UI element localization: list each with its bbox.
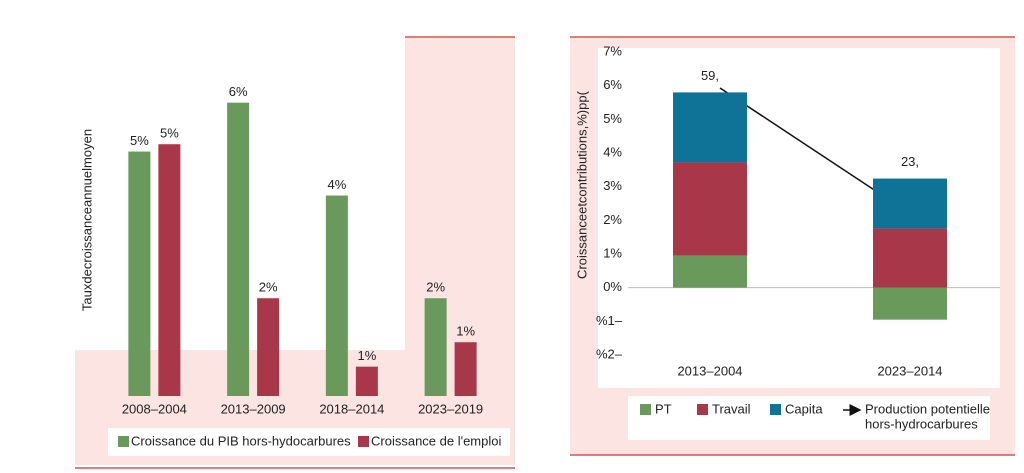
y-tick-label: 3% [603, 178, 622, 193]
value-label: 1% [357, 348, 376, 363]
y-tick-label: 1% [603, 245, 622, 260]
bar [325, 195, 348, 396]
y-axis-label: Croissanceetcontributions,%)pp( [574, 90, 589, 279]
legend-label: Capita [785, 401, 823, 416]
legend-swatch [770, 404, 781, 415]
legend-swatch [697, 404, 708, 415]
value-label: 5% [130, 133, 149, 148]
y-tick-label: 4% [603, 144, 622, 159]
legend-swatch [118, 436, 129, 447]
bar [128, 151, 151, 396]
annotation: 23, [901, 154, 919, 169]
x-tick-label: 2008–2004 [122, 401, 187, 416]
bar-segment [673, 162, 747, 256]
x-tick-label: 2023–2014 [877, 363, 942, 378]
x-tick-label: 2018–2014 [319, 401, 384, 416]
legend-swatch [640, 404, 651, 415]
legend-bg [628, 396, 990, 440]
bar [158, 144, 181, 396]
trend-arrow [719, 87, 902, 208]
legend-label: Travail [712, 401, 751, 416]
bar-segment [873, 178, 947, 229]
bar [227, 102, 250, 397]
x-tick-label: 2013–2009 [221, 401, 286, 416]
y-tick-label: %1– [596, 313, 623, 328]
bar [424, 298, 447, 396]
bar-segment [673, 255, 747, 288]
y-tick-label: 2% [603, 212, 622, 227]
y-tick-label: 5% [603, 111, 622, 126]
x-tick-label: 2013–2004 [677, 363, 742, 378]
value-label: 2% [259, 280, 278, 295]
legend-bg [108, 428, 510, 456]
bar-segment [673, 92, 747, 163]
value-label: 6% [229, 84, 248, 99]
y-axis-label: Tauxdecroissanceannuelmoyen [79, 129, 94, 311]
value-label: 2% [426, 280, 445, 295]
legend-label: PT [655, 401, 672, 416]
bar-segment [873, 228, 947, 288]
panel-bg [75, 37, 515, 465]
value-label: 5% [160, 126, 179, 141]
legend-swatch [358, 436, 369, 447]
y-tick-label: %2– [596, 346, 623, 361]
annotation: 59, [701, 68, 719, 83]
y-tick-label: 7% [603, 43, 622, 58]
legend-label: Croissance du PIB hors-hydocarbures [131, 433, 351, 448]
bar [454, 342, 477, 396]
legend-label: Production potentielle [865, 401, 990, 416]
bar [355, 366, 378, 396]
x-tick-label: 2023–2019 [418, 401, 483, 416]
bar [257, 298, 280, 396]
y-tick-label: 6% [603, 77, 622, 92]
legend-label: hors-hydrocarbures [865, 416, 978, 431]
value-label: 4% [327, 177, 346, 192]
legend-label: Croissance de l'emploi [371, 433, 501, 448]
value-label: 1% [456, 324, 475, 339]
y-tick-label: 0% [603, 279, 622, 294]
bar-segment [873, 287, 947, 320]
